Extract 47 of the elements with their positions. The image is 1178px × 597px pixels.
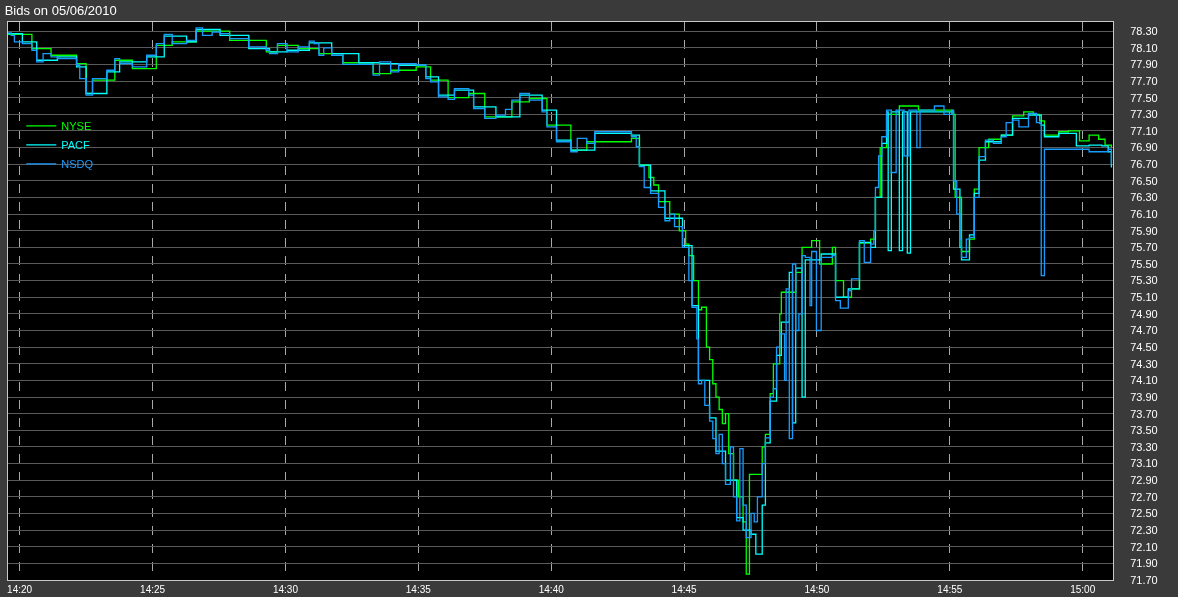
y-tick-label: 73.30 [1130, 440, 1158, 453]
legend-label: NSDQ [61, 158, 94, 171]
y-tick-label: 75.70 [1130, 241, 1158, 254]
y-tick-label: 71.90 [1130, 557, 1158, 570]
y-tick-label: 77.50 [1130, 91, 1158, 104]
y-tick-label: 76.90 [1130, 141, 1158, 154]
x-tick-label: 14:50 [804, 584, 830, 595]
x-tick-label: 14:25 [140, 584, 166, 595]
y-tick-label: 73.90 [1130, 390, 1158, 403]
y-tick-label: 72.10 [1130, 540, 1158, 553]
y-tick-label: 74.10 [1130, 374, 1158, 387]
x-tick-label: 14:30 [272, 584, 299, 595]
y-tick-label: 78.30 [1130, 25, 1158, 37]
y-tick-label: 71.70 [1130, 573, 1158, 586]
y-tick-label: 74.30 [1130, 357, 1158, 370]
y-tick-label: 72.30 [1130, 523, 1158, 536]
x-tick-label: 14:40 [538, 584, 565, 595]
y-tick-label: 74.70 [1130, 324, 1158, 337]
y-tick-label: 73.50 [1130, 424, 1158, 437]
y-tick-label: 75.50 [1130, 257, 1158, 270]
y-tick-label: 76.70 [1130, 158, 1158, 171]
legend-label: NYSE [61, 120, 92, 133]
y-tick-label: 73.10 [1130, 457, 1158, 470]
y-tick-label: 77.70 [1130, 74, 1158, 87]
y-tick-label: 74.90 [1130, 307, 1158, 320]
chart-title: Bids on 05/06/2010 [4, 2, 117, 18]
y-tick-label: 72.50 [1130, 507, 1158, 520]
y-tick-label: 77.90 [1130, 58, 1158, 71]
y-tick-label: 72.90 [1130, 474, 1158, 487]
y-tick-label: 75.10 [1130, 291, 1158, 304]
x-tick-label: 14:45 [671, 584, 698, 595]
y-tick-label: 77.10 [1130, 124, 1158, 137]
y-tick-label: 74.50 [1130, 341, 1158, 353]
x-tick-label: 14:20 [7, 584, 33, 595]
y-tick-label: 72.70 [1130, 490, 1158, 503]
x-tick-label: 15:00 [1070, 584, 1096, 595]
y-tick-label: 77.30 [1130, 108, 1158, 121]
x-tick-label: 14:55 [937, 584, 963, 595]
y-tick-label: 75.30 [1130, 274, 1158, 287]
y-tick-label: 76.50 [1130, 174, 1158, 187]
y-tick-label: 78.10 [1130, 41, 1158, 54]
y-tick-label: 76.10 [1130, 207, 1158, 220]
y-tick-label: 76.30 [1130, 191, 1158, 204]
x-tick-label: 14:35 [405, 584, 432, 595]
y-tick-label: 73.70 [1130, 407, 1158, 420]
legend-label: PACF [61, 139, 91, 152]
y-tick-label: 75.90 [1130, 224, 1158, 237]
